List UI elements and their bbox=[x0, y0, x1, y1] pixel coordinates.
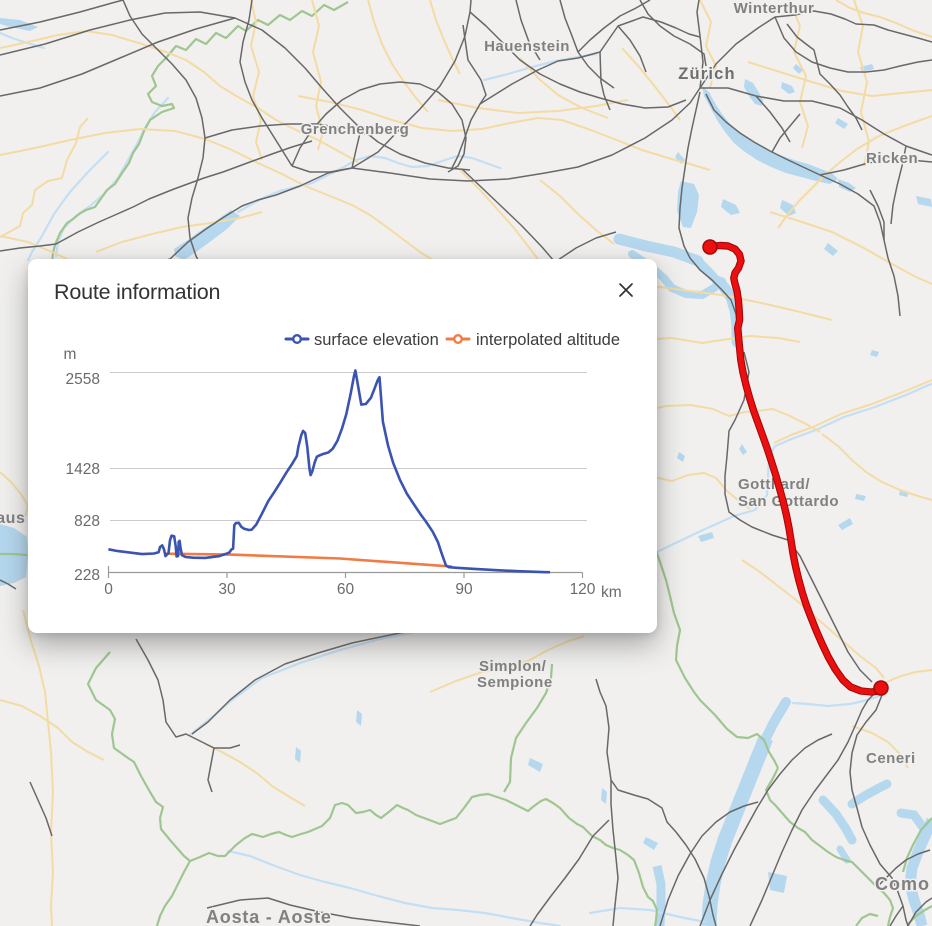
svg-text:Winterthur: Winterthur bbox=[734, 0, 815, 17]
svg-text:m: m bbox=[64, 346, 77, 363]
svg-text:Grenchenberg: Grenchenberg bbox=[301, 121, 410, 138]
svg-text:Zürich: Zürich bbox=[678, 65, 736, 83]
svg-text:San Gottardo: San Gottardo bbox=[738, 493, 839, 510]
svg-text:km: km bbox=[601, 584, 622, 601]
svg-text:interpolated altitude: interpolated altitude bbox=[476, 331, 620, 349]
svg-text:828: 828 bbox=[74, 513, 100, 530]
svg-text:Sempione: Sempione bbox=[477, 674, 553, 691]
svg-text:Ceneri: Ceneri bbox=[866, 750, 916, 767]
svg-text:228: 228 bbox=[74, 567, 100, 584]
svg-text:120: 120 bbox=[570, 581, 596, 598]
svg-text:Ricken: Ricken bbox=[866, 150, 918, 167]
svg-text:Hauenstein: Hauenstein bbox=[484, 38, 570, 55]
svg-text:0: 0 bbox=[104, 581, 113, 598]
svg-text:Como: Como bbox=[875, 874, 930, 894]
svg-text:90: 90 bbox=[455, 581, 473, 598]
svg-text:Aosta - Aoste: Aosta - Aoste bbox=[206, 907, 332, 926]
svg-text:Gotthard/: Gotthard/ bbox=[738, 476, 810, 493]
svg-text:30: 30 bbox=[218, 581, 236, 598]
svg-text:1428: 1428 bbox=[66, 461, 100, 478]
svg-text:2558: 2558 bbox=[66, 371, 100, 388]
svg-text:Simplon/: Simplon/ bbox=[479, 658, 547, 675]
svg-text:60: 60 bbox=[337, 581, 355, 598]
svg-text:surface elevation: surface elevation bbox=[314, 331, 439, 349]
svg-text:Laus: Laus bbox=[0, 510, 25, 527]
